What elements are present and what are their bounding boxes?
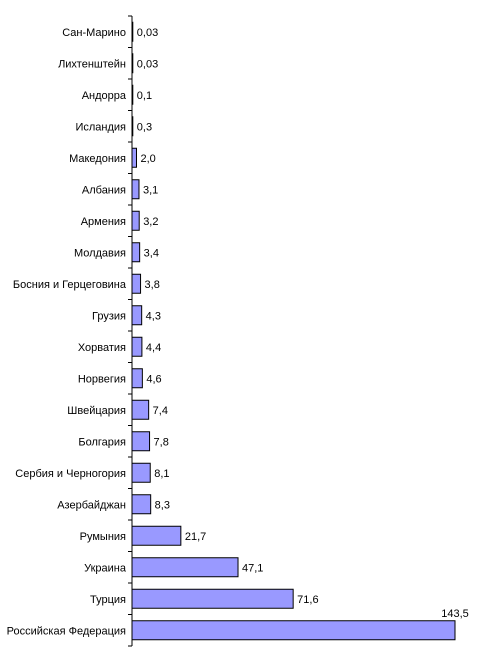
bar bbox=[131, 368, 143, 389]
category-label: Албания bbox=[82, 184, 126, 196]
category-label: Швейцария bbox=[67, 405, 126, 417]
bar bbox=[131, 399, 150, 420]
category-label: Армения bbox=[81, 216, 126, 228]
value-label: 143,5 bbox=[441, 608, 469, 620]
bar bbox=[131, 557, 239, 578]
bar bbox=[131, 179, 140, 200]
value-label: 7,4 bbox=[153, 405, 168, 417]
category-label: Лихтенштейн bbox=[58, 58, 126, 70]
category-label: Румыния bbox=[80, 531, 126, 543]
value-label: 8,1 bbox=[154, 468, 169, 480]
y-axis-ticks bbox=[128, 15, 132, 647]
bar bbox=[131, 273, 142, 294]
value-label: 0,3 bbox=[137, 121, 152, 133]
bar bbox=[131, 147, 138, 168]
category-label: Болгария bbox=[78, 436, 126, 448]
value-label: 0,03 bbox=[137, 27, 158, 39]
value-label: 0,1 bbox=[137, 90, 152, 102]
value-label: 21,7 bbox=[185, 531, 206, 543]
value-label: 3,1 bbox=[143, 184, 158, 196]
bar bbox=[131, 336, 143, 357]
category-label: Украина bbox=[84, 562, 127, 574]
bar bbox=[131, 431, 151, 452]
bar bbox=[131, 84, 134, 105]
category-label: Турция bbox=[90, 594, 126, 606]
value-label: 8,3 bbox=[155, 499, 170, 511]
category-label: Босния и Герцеговина bbox=[13, 279, 127, 291]
bar bbox=[131, 242, 141, 263]
bar bbox=[131, 305, 143, 326]
value-label: 4,4 bbox=[146, 342, 161, 354]
category-label: Азербайджан bbox=[57, 499, 126, 511]
value-label: 7,8 bbox=[154, 436, 169, 448]
category-label: Македония bbox=[69, 153, 126, 165]
value-label: 0,03 bbox=[137, 58, 158, 70]
value-label: 3,2 bbox=[143, 216, 158, 228]
value-label: 2,0 bbox=[141, 153, 156, 165]
value-labels-group: 0,03 0,03 0,1 0,3 2,0 3,1 3,2 3,4 3,8 4,3 4,4 4,6 7,… bbox=[137, 27, 469, 620]
value-label: 4,6 bbox=[146, 373, 161, 385]
bar bbox=[131, 620, 456, 641]
value-label: 3,8 bbox=[145, 279, 160, 291]
category-labels-group: Сан-Марино Лихтенштейн Андорра Исландия Маке… bbox=[7, 27, 127, 638]
category-label: Андорра bbox=[82, 90, 127, 102]
bar bbox=[131, 525, 182, 546]
bar bbox=[131, 53, 134, 74]
bar bbox=[131, 210, 140, 231]
category-label: Сербия и Черногория bbox=[15, 468, 126, 480]
category-label: Молдавия bbox=[74, 247, 126, 259]
category-label: Российская Федерация bbox=[7, 625, 126, 637]
bar bbox=[131, 494, 152, 515]
category-label: Хорватия bbox=[78, 342, 126, 354]
bar bbox=[131, 462, 151, 483]
bar bbox=[131, 21, 134, 42]
value-label: 4,3 bbox=[146, 310, 161, 322]
bars-group bbox=[131, 21, 456, 641]
value-label: 3,4 bbox=[144, 247, 159, 259]
bar bbox=[131, 116, 134, 137]
category-label: Исландия bbox=[75, 121, 126, 133]
category-label: Сан-Марино bbox=[62, 27, 126, 39]
value-label: 47,1 bbox=[242, 562, 263, 574]
category-label: Грузия bbox=[92, 310, 126, 322]
value-label: 71,6 bbox=[297, 594, 318, 606]
bar bbox=[131, 588, 294, 609]
category-label: Норвегия bbox=[78, 373, 126, 385]
